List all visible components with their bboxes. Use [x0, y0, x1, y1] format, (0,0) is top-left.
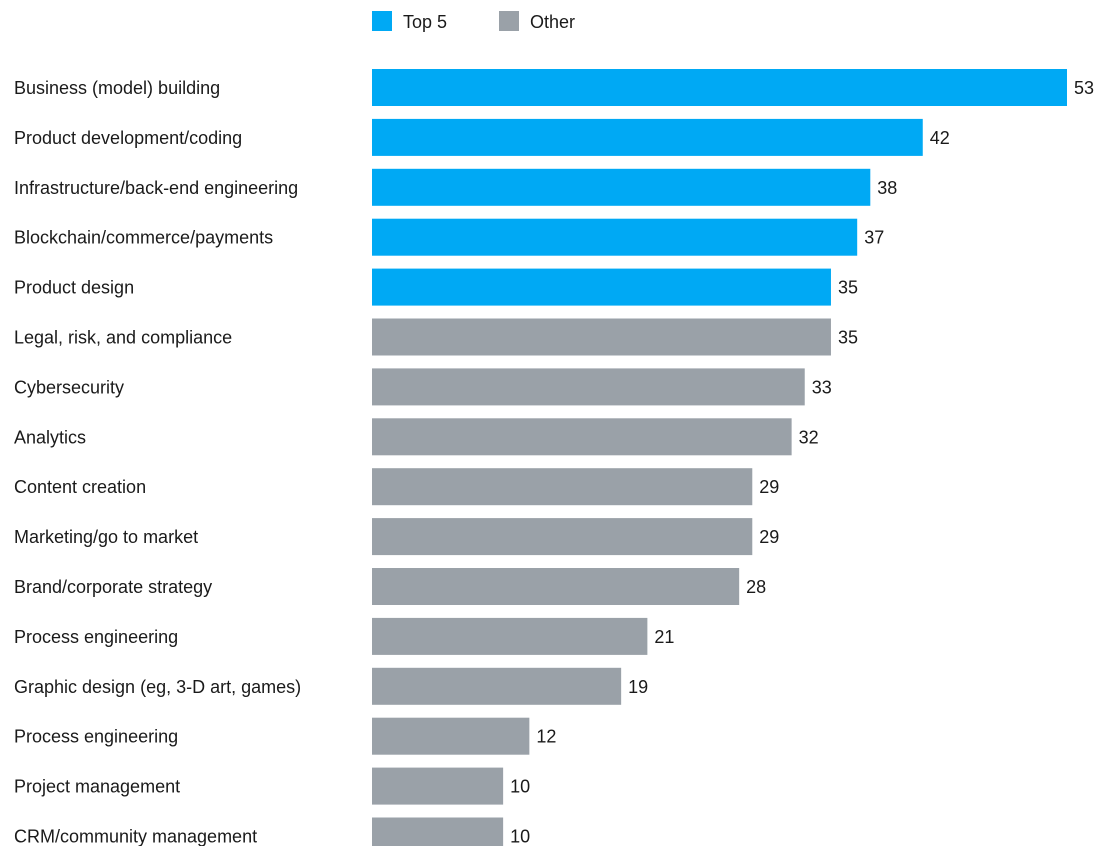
bar [372, 418, 792, 456]
legend-swatch-top-5 [372, 11, 392, 31]
value-label: 35 [838, 278, 858, 298]
bar-row: Infrastructure/back-end engineering 38 [14, 168, 897, 206]
bar [372, 318, 831, 356]
category-label: Analytics [14, 427, 86, 447]
bar [372, 218, 858, 256]
bar-row: Cybersecurity 33 [14, 368, 832, 406]
value-label: 38 [877, 178, 897, 198]
category-label: Product design [14, 278, 134, 298]
category-label: Brand/corporate strategy [14, 577, 212, 597]
bar [372, 717, 530, 755]
bar [372, 617, 648, 655]
bar [372, 118, 923, 156]
bar-row: Blockchain/commerce/payments 37 [14, 218, 884, 256]
bar [372, 667, 622, 705]
bar-row: Project management 10 [14, 767, 530, 805]
bar-row: Content creation 29 [14, 468, 779, 506]
category-label: Legal, risk, and compliance [14, 328, 232, 348]
bar-row: Business (model) building 53 [14, 69, 1094, 106]
legend-label-top-5: Top 5 [403, 12, 447, 32]
value-label: 28 [746, 577, 766, 597]
value-label: 53 [1074, 78, 1094, 98]
category-label: Blockchain/commerce/payments [14, 228, 273, 248]
bar-row: Marketing/go to market 29 [14, 518, 779, 556]
category-label: Product development/coding [14, 128, 242, 148]
legend-swatch-other [499, 11, 519, 31]
value-label: 35 [838, 328, 858, 348]
bar [372, 69, 1067, 106]
value-label: 10 [510, 827, 530, 846]
category-label: Marketing/go to market [14, 527, 198, 547]
bar-row: Process engineering 12 [14, 717, 556, 755]
value-label: 19 [628, 677, 648, 697]
category-label: Business (model) building [14, 78, 220, 98]
category-label: Infrastructure/back-end engineering [14, 178, 298, 198]
bar-row: Process engineering 21 [14, 617, 674, 655]
chart-legend: Top 5 Other [372, 11, 575, 32]
bar-row: Product design 35 [14, 268, 858, 306]
category-label: CRM/community management [14, 827, 257, 846]
value-label: 32 [799, 427, 819, 447]
value-label: 10 [510, 777, 530, 797]
value-label: 12 [536, 727, 556, 747]
value-label: 33 [812, 377, 832, 397]
bar-row: Product development/coding 42 [14, 118, 950, 156]
bar [372, 268, 831, 306]
value-label: 29 [759, 527, 779, 547]
bar [372, 817, 504, 846]
bar [372, 468, 753, 506]
chart-bars: Business (model) building 53 Product devel… [14, 69, 1094, 846]
category-label: Content creation [14, 477, 146, 497]
bar [372, 168, 871, 206]
bar-row: CRM/community management 10 [14, 817, 530, 846]
bar-row: Analytics 32 [14, 418, 819, 456]
bar-row: Brand/corporate strategy 28 [14, 568, 766, 605]
category-label: Project management [14, 777, 180, 797]
legend-label-other: Other [530, 12, 575, 32]
bar [372, 568, 740, 605]
value-label: 42 [930, 128, 950, 148]
bar-row: Graphic design (eg, 3-D art, games) 19 [14, 667, 648, 705]
category-label: Graphic design (eg, 3-D art, games) [14, 677, 301, 697]
category-label: Process engineering [14, 727, 178, 747]
category-label: Cybersecurity [14, 377, 124, 397]
bar-row: Legal, risk, and compliance 35 [14, 318, 858, 356]
bar [372, 518, 753, 556]
bar [372, 767, 504, 805]
bar [372, 368, 805, 406]
value-label: 37 [864, 228, 884, 248]
value-label: 29 [759, 477, 779, 497]
value-label: 21 [654, 627, 674, 647]
category-label: Process engineering [14, 627, 178, 647]
